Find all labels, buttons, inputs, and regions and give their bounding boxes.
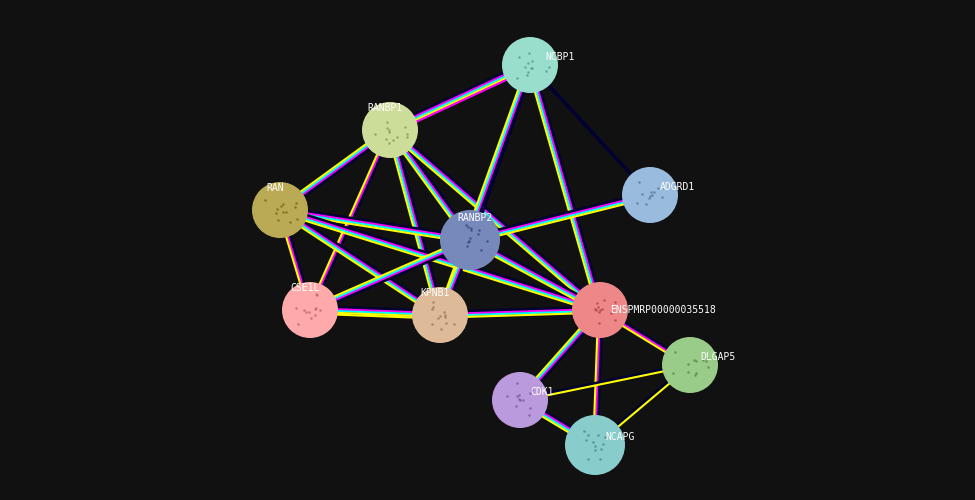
Circle shape xyxy=(662,337,718,393)
Circle shape xyxy=(440,210,500,270)
Text: NCBP1: NCBP1 xyxy=(545,52,574,62)
Text: NCAPG: NCAPG xyxy=(605,432,635,442)
Circle shape xyxy=(572,282,628,338)
Text: RANBP1: RANBP1 xyxy=(368,103,403,113)
Text: KPNB1: KPNB1 xyxy=(420,288,449,298)
Text: ENSPMRP00000035518: ENSPMRP00000035518 xyxy=(610,305,716,315)
Text: CDK1: CDK1 xyxy=(530,387,554,397)
Circle shape xyxy=(362,102,418,158)
Circle shape xyxy=(565,415,625,475)
Text: DLGAP5: DLGAP5 xyxy=(700,352,735,362)
Circle shape xyxy=(622,167,678,223)
Text: RANBP2: RANBP2 xyxy=(457,213,492,223)
Circle shape xyxy=(252,182,308,238)
Circle shape xyxy=(282,282,338,338)
Circle shape xyxy=(412,287,468,343)
Text: ADGRD1: ADGRD1 xyxy=(660,182,695,192)
Circle shape xyxy=(492,372,548,428)
Text: RAN: RAN xyxy=(266,183,284,193)
Circle shape xyxy=(502,37,558,93)
Text: CSE1L: CSE1L xyxy=(291,283,320,293)
